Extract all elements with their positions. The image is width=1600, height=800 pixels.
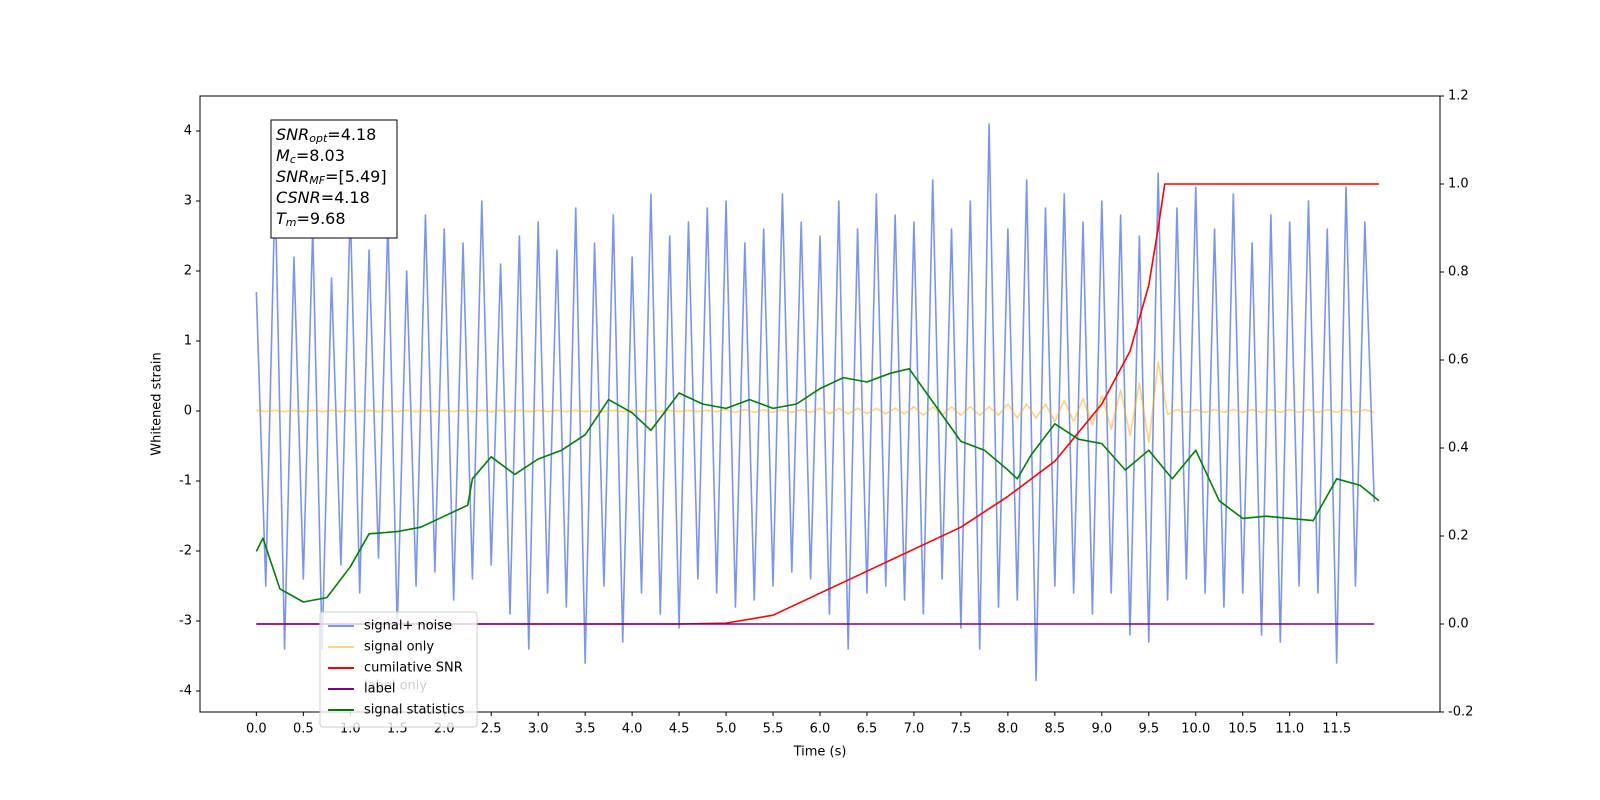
stats-line: SNRopt=4.18 xyxy=(276,125,376,146)
y-tick-label: 2 xyxy=(184,264,192,279)
x-tick-label: 3.5 xyxy=(575,722,596,737)
legend-label: label xyxy=(364,682,395,697)
x-tick-label: 0.5 xyxy=(293,722,314,737)
series-line xyxy=(255,368,1380,603)
x-tick-label: 7.0 xyxy=(904,722,925,737)
y2-tick-label: 0.8 xyxy=(1448,265,1469,280)
legend-label: signal statistics xyxy=(364,703,465,718)
y2-tick-label: 0.6 xyxy=(1448,353,1469,368)
y-tick-label: 3 xyxy=(184,194,192,209)
stats-symbol: CSNR xyxy=(276,188,321,207)
legend-label: signal only xyxy=(364,640,434,655)
y-tick-label: -4 xyxy=(179,684,192,699)
y-tick-label: -2 xyxy=(179,544,192,559)
y-tick-label: -3 xyxy=(179,614,192,629)
x-tick-label: 6.5 xyxy=(857,722,878,737)
stats-value: =[5.49] xyxy=(325,167,387,186)
stats-symbol: M xyxy=(276,146,290,165)
x-tick-label: 10.0 xyxy=(1181,722,1210,737)
y2-tick-label: 0.0 xyxy=(1448,617,1469,632)
x-tick-label: 8.5 xyxy=(1045,722,1066,737)
x-tick-label: 10.5 xyxy=(1228,722,1257,737)
series-line xyxy=(256,183,1379,625)
stats-symbol: T xyxy=(276,209,287,228)
x-tick-label: 8.0 xyxy=(998,722,1019,737)
legend-label: signal+ noise xyxy=(364,619,452,634)
x-tick-label: 4.0 xyxy=(622,722,643,737)
stats-subscript: m xyxy=(286,216,297,229)
x-tick-label: 2.5 xyxy=(481,722,502,737)
stats-value: =8.03 xyxy=(296,146,345,165)
stats-line: SNRMF=[5.49] xyxy=(276,167,387,188)
x-tick-label: 7.5 xyxy=(951,722,972,737)
stats-value: =4.18 xyxy=(327,125,376,144)
legend: signal+ noise signal only cumilative SNR la… xyxy=(319,611,478,728)
series-line xyxy=(255,123,1376,682)
y-tick-label: 0 xyxy=(184,404,192,419)
y2-tick-label: 1.0 xyxy=(1448,177,1469,192)
stats-subscript: MF xyxy=(309,174,325,187)
x-tick-label: 6.0 xyxy=(810,722,831,737)
legend-frame xyxy=(319,611,478,728)
x-axis-label: Time (s) xyxy=(793,745,847,760)
stats-line: Tm=9.68 xyxy=(276,209,346,230)
y-tick-label: 1 xyxy=(184,334,192,349)
x-tick-label: 9.5 xyxy=(1138,722,1159,737)
x-tick-label: 5.5 xyxy=(763,722,784,737)
x-tick-label: 0.0 xyxy=(246,722,267,737)
x-tick-label: 4.5 xyxy=(669,722,690,737)
stats-line: CSNR=4.18 xyxy=(276,188,370,207)
series-line xyxy=(256,361,1375,444)
stats-subscript: opt xyxy=(309,132,328,145)
stats-value: =4.18 xyxy=(321,188,370,207)
stats-subscript: c xyxy=(290,153,296,166)
legend-label: cumilative SNR xyxy=(364,661,463,676)
y2-tick-label: -0.2 xyxy=(1448,705,1473,720)
x-tick-label: 3.0 xyxy=(528,722,549,737)
y-tick-label: -1 xyxy=(179,474,192,489)
y-axis-label: Whitened strain xyxy=(150,352,165,455)
stats-frame xyxy=(270,119,398,239)
stats-line: Mc=8.03 xyxy=(276,146,345,167)
y2-tick-label: 0.4 xyxy=(1448,441,1469,456)
y2-tick-label: 1.2 xyxy=(1448,89,1469,104)
x-tick-label: 11.0 xyxy=(1275,722,1304,737)
stats-value: =9.68 xyxy=(297,209,346,228)
y-tick-label: 4 xyxy=(184,124,192,139)
stats-box: SNRopt=4.18Mc=8.03SNRMF=[5.49]CSNR=4.18T… xyxy=(270,119,398,239)
plot-frame xyxy=(199,95,1441,713)
x-tick-label: 11.5 xyxy=(1322,722,1351,737)
x-tick-label: 5.0 xyxy=(716,722,737,737)
stats-symbol: SNR xyxy=(276,125,309,144)
stats-symbol: SNR xyxy=(276,167,309,186)
y2-tick-label: 0.2 xyxy=(1448,529,1469,544)
x-tick-label: 9.0 xyxy=(1091,722,1112,737)
